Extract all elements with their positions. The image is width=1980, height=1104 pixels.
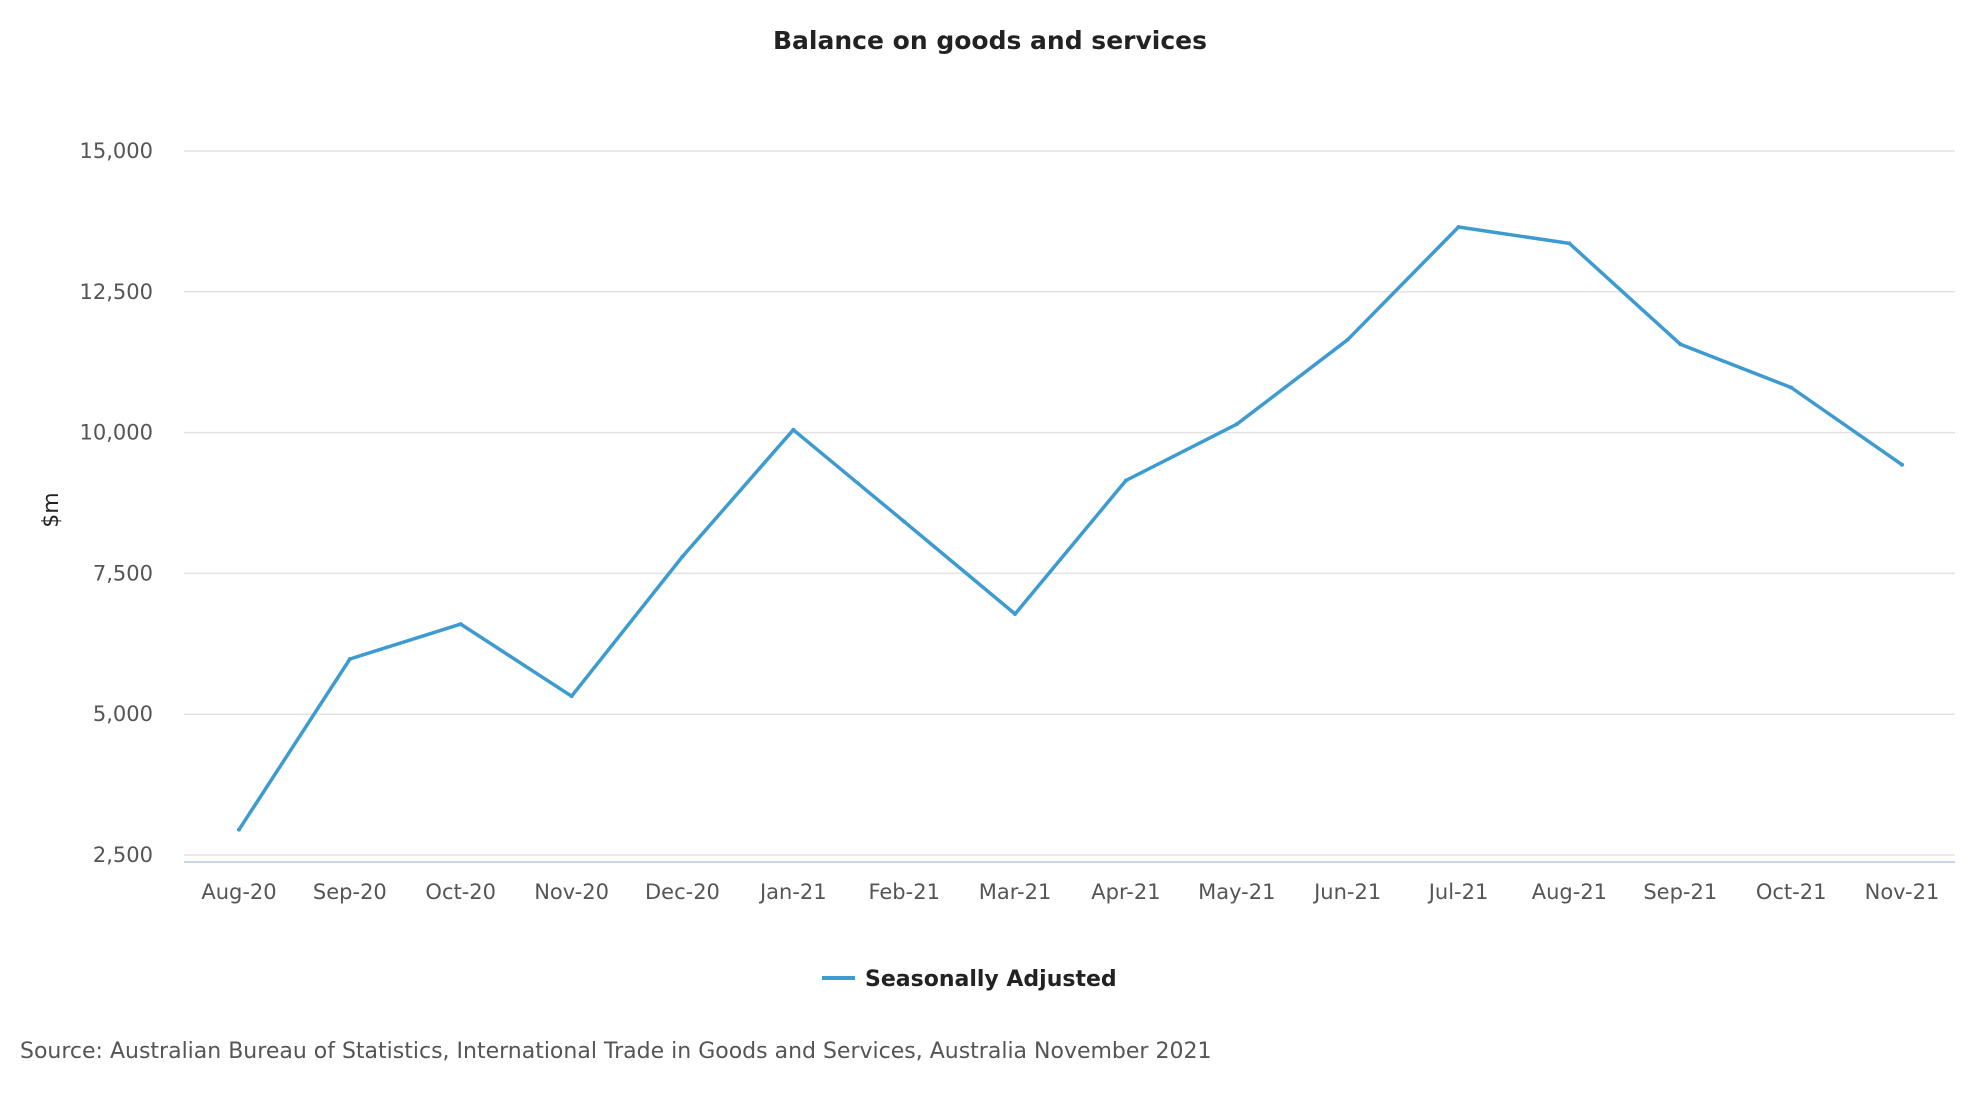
x-tick-label: Oct-21 bbox=[1756, 880, 1827, 904]
data-point bbox=[1567, 241, 1572, 246]
x-tick-label: May-21 bbox=[1198, 880, 1275, 904]
data-point bbox=[680, 554, 685, 559]
data-point bbox=[1013, 611, 1018, 616]
x-tick-label: Aug-21 bbox=[1532, 880, 1607, 904]
data-point bbox=[347, 657, 352, 662]
x-tick-label: Feb-21 bbox=[868, 880, 939, 904]
y-axis-ticks: 2,500 5,000 7,500 10,000 12,500 15,000 bbox=[80, 139, 153, 867]
x-tick-label: Nov-20 bbox=[534, 880, 609, 904]
data-point bbox=[569, 694, 574, 699]
x-tick-label: Apr-21 bbox=[1091, 880, 1160, 904]
x-tick-label: Dec-20 bbox=[645, 880, 720, 904]
x-tick-label: Oct-20 bbox=[425, 880, 496, 904]
data-point bbox=[1456, 225, 1461, 230]
series-line-seasonally-adjusted bbox=[237, 225, 1904, 832]
data-point bbox=[1234, 422, 1239, 427]
data-point bbox=[458, 622, 463, 627]
y-tick-label: 10,000 bbox=[80, 421, 153, 445]
data-point bbox=[1123, 478, 1128, 483]
x-tick-label: Jan-21 bbox=[758, 880, 827, 904]
x-tick-label: Sep-21 bbox=[1643, 880, 1717, 904]
data-point bbox=[1900, 462, 1904, 467]
x-tick-label: Jun-21 bbox=[1312, 880, 1381, 904]
data-point bbox=[1345, 337, 1350, 342]
x-tick-label: Sep-20 bbox=[313, 880, 387, 904]
y-axis-label: $m bbox=[39, 492, 64, 527]
y-tick-label: 15,000 bbox=[80, 139, 153, 163]
data-point bbox=[902, 519, 907, 524]
y-tick-label: 12,500 bbox=[80, 280, 153, 304]
gridlines bbox=[184, 150, 1955, 856]
chart-title: Balance on goods and services bbox=[773, 26, 1207, 55]
data-point bbox=[791, 427, 796, 432]
y-tick-label: 2,500 bbox=[93, 843, 153, 867]
x-tick-label: Nov-21 bbox=[1865, 880, 1940, 904]
x-tick-label: Mar-21 bbox=[979, 880, 1052, 904]
source-note: Source: Australian Bureau of Statistics,… bbox=[20, 1039, 1211, 1064]
legend: Seasonally Adjusted bbox=[822, 967, 1117, 992]
data-point bbox=[237, 827, 241, 832]
series-group bbox=[237, 225, 1904, 832]
legend-label-seasonally-adjusted: Seasonally Adjusted bbox=[865, 967, 1117, 992]
x-tick-label: Jul-21 bbox=[1427, 880, 1489, 904]
data-point bbox=[1789, 385, 1794, 390]
x-axis-ticks: Aug-20 Sep-20 Oct-20 Nov-20 Dec-20 Jan-21 Feb-… bbox=[201, 880, 1939, 904]
y-tick-label: 7,500 bbox=[93, 561, 153, 585]
y-tick-label: 5,000 bbox=[93, 702, 153, 726]
x-tick-label: Aug-20 bbox=[201, 880, 276, 904]
data-point bbox=[1678, 342, 1683, 347]
